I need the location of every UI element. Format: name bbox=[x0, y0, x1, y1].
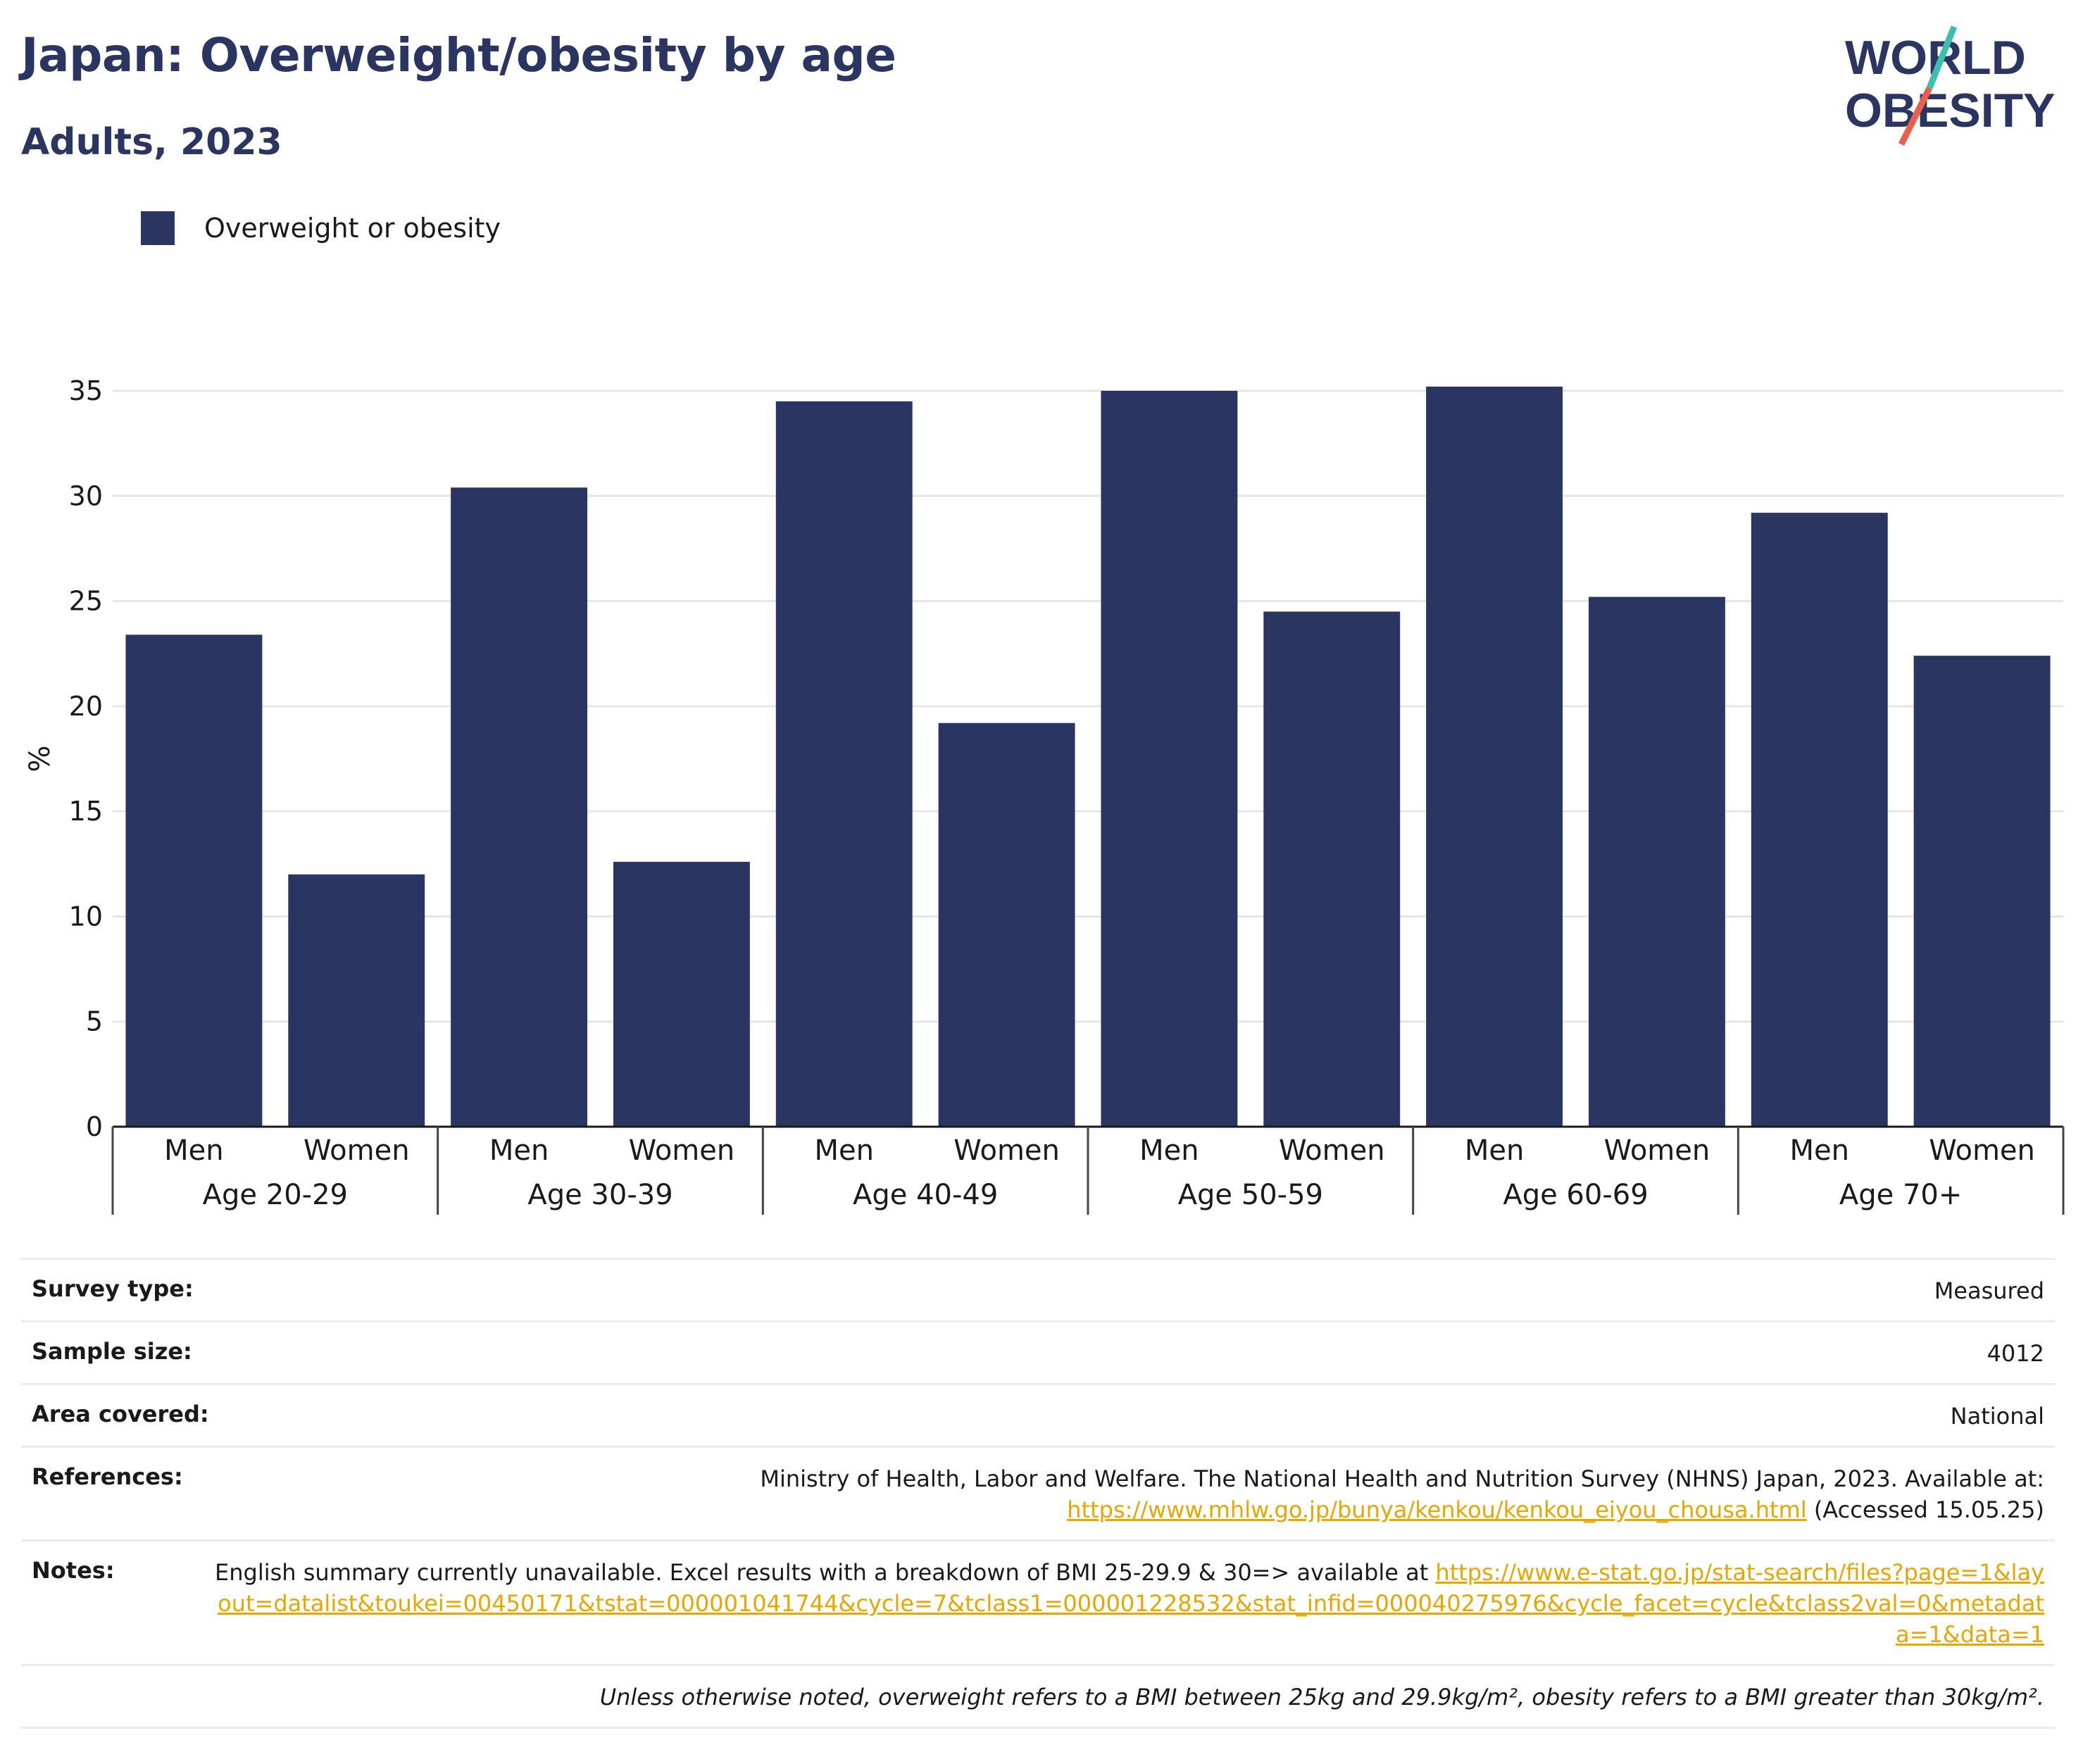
notes-value: English summary currently unavailable. E… bbox=[215, 1557, 2044, 1650]
logo-slash-teal bbox=[1926, 25, 1958, 89]
x-tick-label: Men bbox=[1465, 1134, 1524, 1167]
notes-row: Notes: English summary currently unavail… bbox=[21, 1539, 2055, 1664]
sample-size-value: 4012 bbox=[1987, 1340, 2044, 1367]
x-tick-label: Women bbox=[953, 1134, 1060, 1167]
bar bbox=[1426, 387, 1563, 1127]
x-tick-label: Women bbox=[1929, 1134, 2035, 1167]
sample-size-label: Sample size: bbox=[32, 1338, 192, 1365]
survey-type-value: Measured bbox=[1934, 1277, 2044, 1304]
bar bbox=[775, 401, 913, 1127]
x-tick-label: Women bbox=[1604, 1134, 1710, 1167]
chart-subtitle: Adults, 2023 bbox=[21, 121, 282, 163]
group-label: Age 50-59 bbox=[1178, 1179, 1323, 1211]
survey-info-table: Survey type: Measured Sample size: 4012 … bbox=[21, 1258, 2055, 1729]
y-tick-label: 20 bbox=[69, 691, 103, 722]
sample-size-row: Sample size: 4012 bbox=[21, 1320, 2055, 1383]
references-text: Ministry of Health, Labor and Welfare. T… bbox=[760, 1465, 2044, 1492]
references-accessed: (Accessed 15.05.25) bbox=[1813, 1496, 2044, 1523]
area-covered-label: Area covered: bbox=[32, 1401, 209, 1427]
y-tick-label: 30 bbox=[69, 480, 103, 511]
bar bbox=[1751, 513, 1888, 1127]
y-tick-label: 5 bbox=[86, 1006, 103, 1037]
bar bbox=[288, 874, 425, 1127]
notes-text: English summary currently unavailable. E… bbox=[215, 1559, 1429, 1586]
bar bbox=[1263, 611, 1401, 1127]
references-link[interactable]: https://www.mhlw.go.jp/bunya/kenkou/kenk… bbox=[1067, 1496, 1807, 1523]
bar bbox=[613, 861, 750, 1127]
y-axis-label: % bbox=[24, 745, 56, 772]
footnote-row: Unless otherwise noted, overweight refer… bbox=[21, 1664, 2055, 1729]
group-label: Age 40-49 bbox=[853, 1179, 998, 1211]
group-label: Age 60-69 bbox=[1503, 1179, 1648, 1211]
legend: Overweight or obesity bbox=[141, 211, 501, 245]
y-tick-label: 0 bbox=[86, 1111, 103, 1142]
survey-type-row: Survey type: Measured bbox=[21, 1258, 2055, 1320]
y-tick-label: 10 bbox=[69, 901, 103, 932]
x-tick-label: Men bbox=[1139, 1134, 1199, 1167]
area-covered-row: Area covered: National bbox=[21, 1383, 2055, 1446]
x-tick-label: Men bbox=[489, 1134, 549, 1167]
chart-title: Japan: Overweight/obesity by age bbox=[21, 28, 896, 82]
y-tick-label: 35 bbox=[69, 375, 103, 406]
x-tick-label: Women bbox=[1279, 1134, 1385, 1167]
legend-label: Overweight or obesity bbox=[204, 213, 501, 244]
logo-text-obesity: OBESITY bbox=[1845, 84, 2056, 137]
bar bbox=[1913, 656, 2051, 1127]
bar-chart: 0 5 10 15 20 25 30 35% Men Women Age 20-29 Men Women… bbox=[24, 375, 2065, 1215]
bar bbox=[451, 487, 588, 1127]
x-tick-label: Women bbox=[629, 1134, 735, 1167]
footnote: Unless otherwise noted, overweight refer… bbox=[599, 1684, 2044, 1710]
group-label: Age 30-39 bbox=[527, 1179, 673, 1211]
survey-type-label: Survey type: bbox=[32, 1275, 194, 1302]
notes-link[interactable]: https://www.e-stat.go.jp/stat-search/fil… bbox=[218, 1559, 2044, 1648]
bar bbox=[938, 723, 1075, 1127]
y-tick-label: 25 bbox=[69, 586, 103, 617]
logo-slash-red bbox=[1898, 86, 1933, 146]
references-label: References: bbox=[32, 1463, 183, 1490]
notes-label: Notes: bbox=[32, 1557, 115, 1584]
bar bbox=[1588, 596, 1725, 1127]
bar bbox=[1101, 391, 1238, 1127]
y-tick-label: 15 bbox=[69, 796, 103, 827]
legend-swatch bbox=[141, 211, 175, 245]
x-tick-label: Men bbox=[164, 1134, 223, 1167]
x-tick-label: Women bbox=[304, 1134, 410, 1167]
bar bbox=[125, 634, 263, 1127]
area-covered-value: National bbox=[1950, 1403, 2044, 1430]
references-row: References: Ministry of Health, Labor an… bbox=[21, 1446, 2055, 1539]
x-tick-label: Men bbox=[815, 1134, 874, 1167]
group-label: Age 70+ bbox=[1839, 1179, 1963, 1211]
x-tick-label: Men bbox=[1790, 1134, 1849, 1167]
references-value: Ministry of Health, Labor and Welfare. T… bbox=[215, 1463, 2044, 1525]
group-label: Age 20-29 bbox=[203, 1179, 348, 1211]
world-obesity-logo: WORLD OBESITY bbox=[1845, 25, 2056, 146]
